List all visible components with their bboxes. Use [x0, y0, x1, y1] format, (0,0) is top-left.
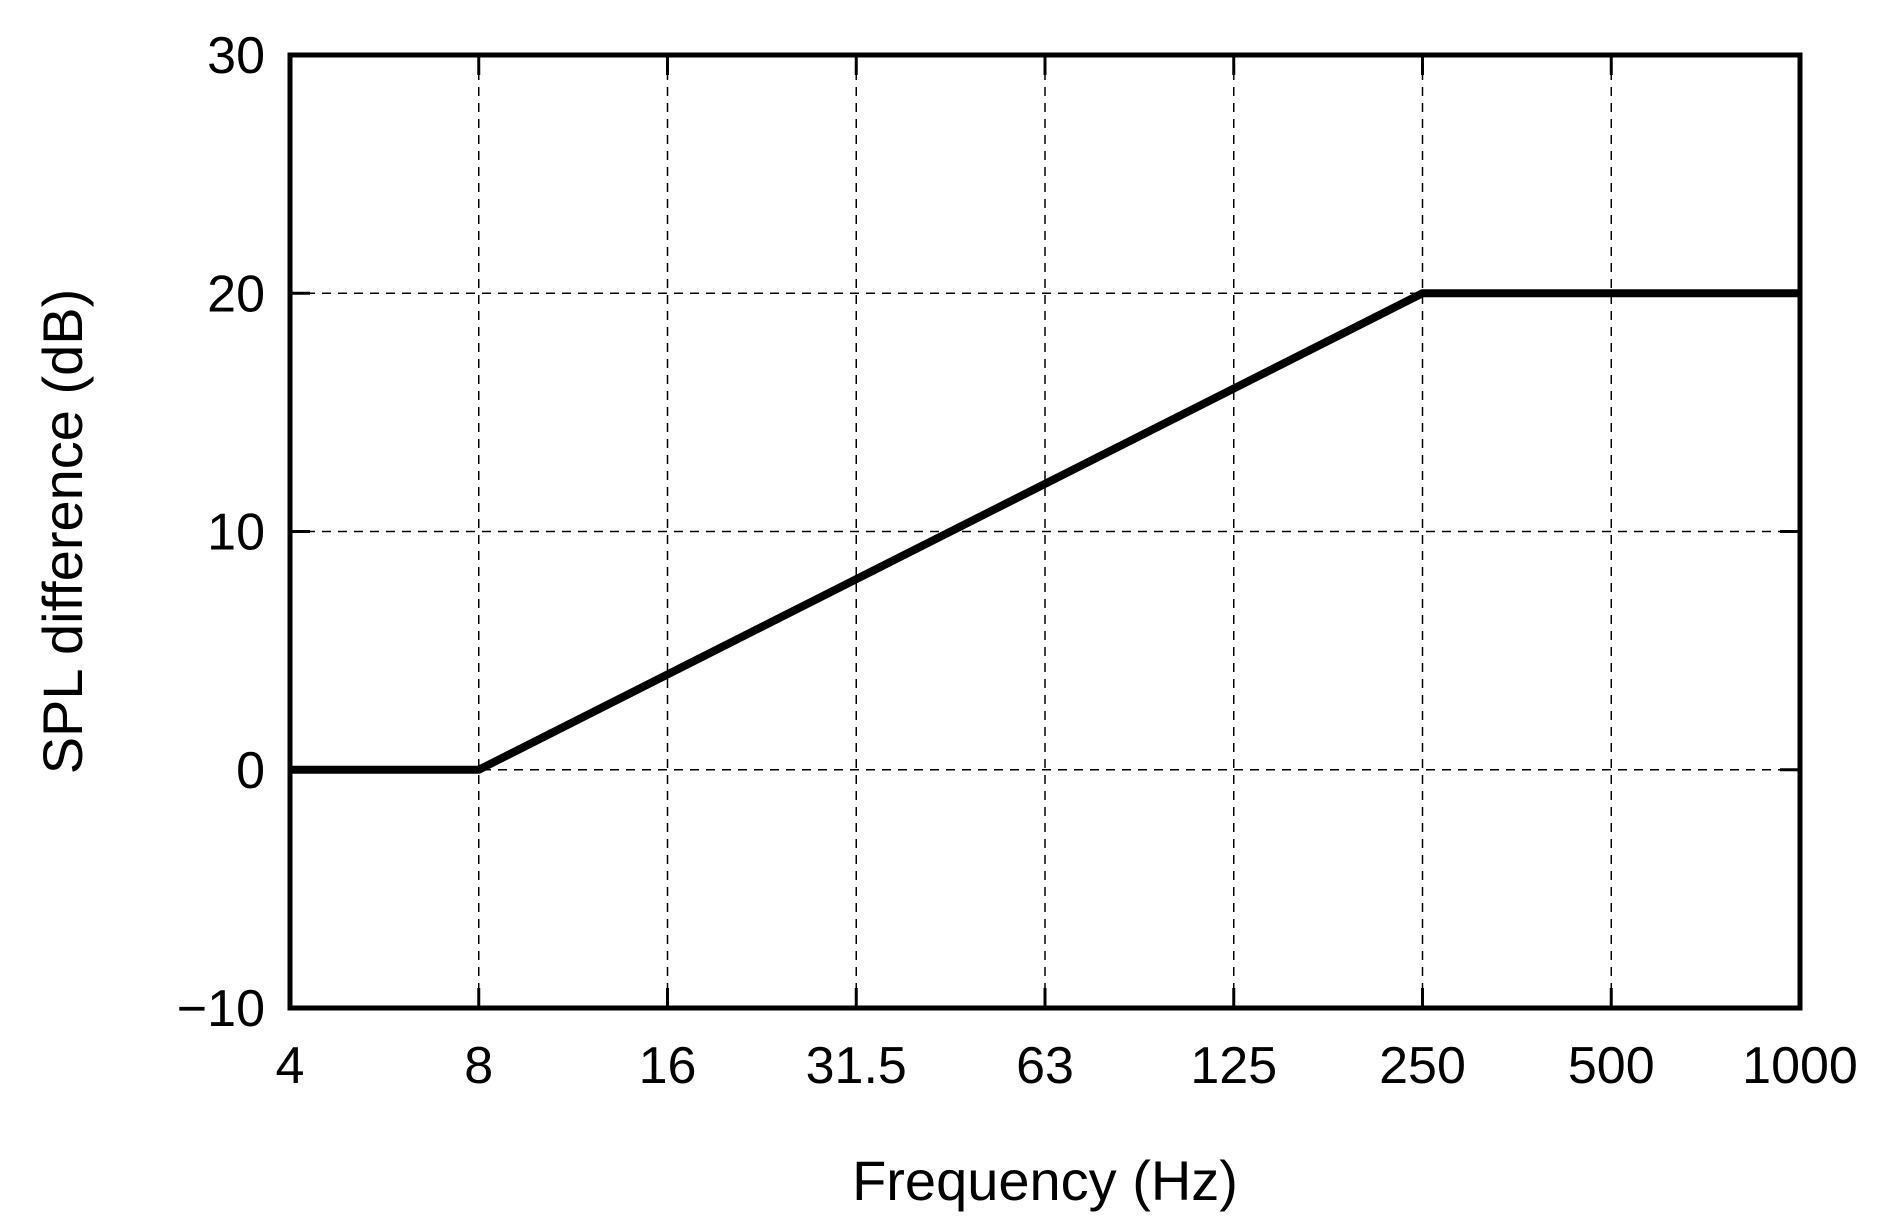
y-tick-label: 20 — [207, 265, 265, 323]
y-tick-label: 0 — [236, 742, 265, 800]
x-tick-label: 500 — [1568, 1037, 1655, 1095]
x-tick-label: 16 — [639, 1037, 697, 1095]
y-axis-title: SPL difference (dB) — [31, 289, 94, 775]
x-tick-label: 1000 — [1742, 1037, 1858, 1095]
y-tick-label: −10 — [177, 980, 265, 1038]
y-tick-label: 30 — [207, 27, 265, 85]
x-tick-label: 125 — [1190, 1037, 1277, 1095]
grid — [290, 55, 1800, 1008]
x-tick-label: 31.5 — [806, 1037, 907, 1095]
x-tick-label: 8 — [464, 1037, 493, 1095]
x-axis-title: Frequency (Hz) — [852, 1149, 1238, 1212]
series-layer — [290, 289, 1800, 774]
x-tick-label: 250 — [1379, 1037, 1466, 1095]
series-line — [290, 289, 1800, 774]
x-tick-label: 63 — [1016, 1037, 1074, 1095]
x-tick-label: 4 — [276, 1037, 305, 1095]
tick-labels: 4 8 16 31.5 63 125 250 500 1000 30 20 10 0 −10 — [177, 27, 1858, 1095]
y-tick-label: 10 — [207, 504, 265, 562]
